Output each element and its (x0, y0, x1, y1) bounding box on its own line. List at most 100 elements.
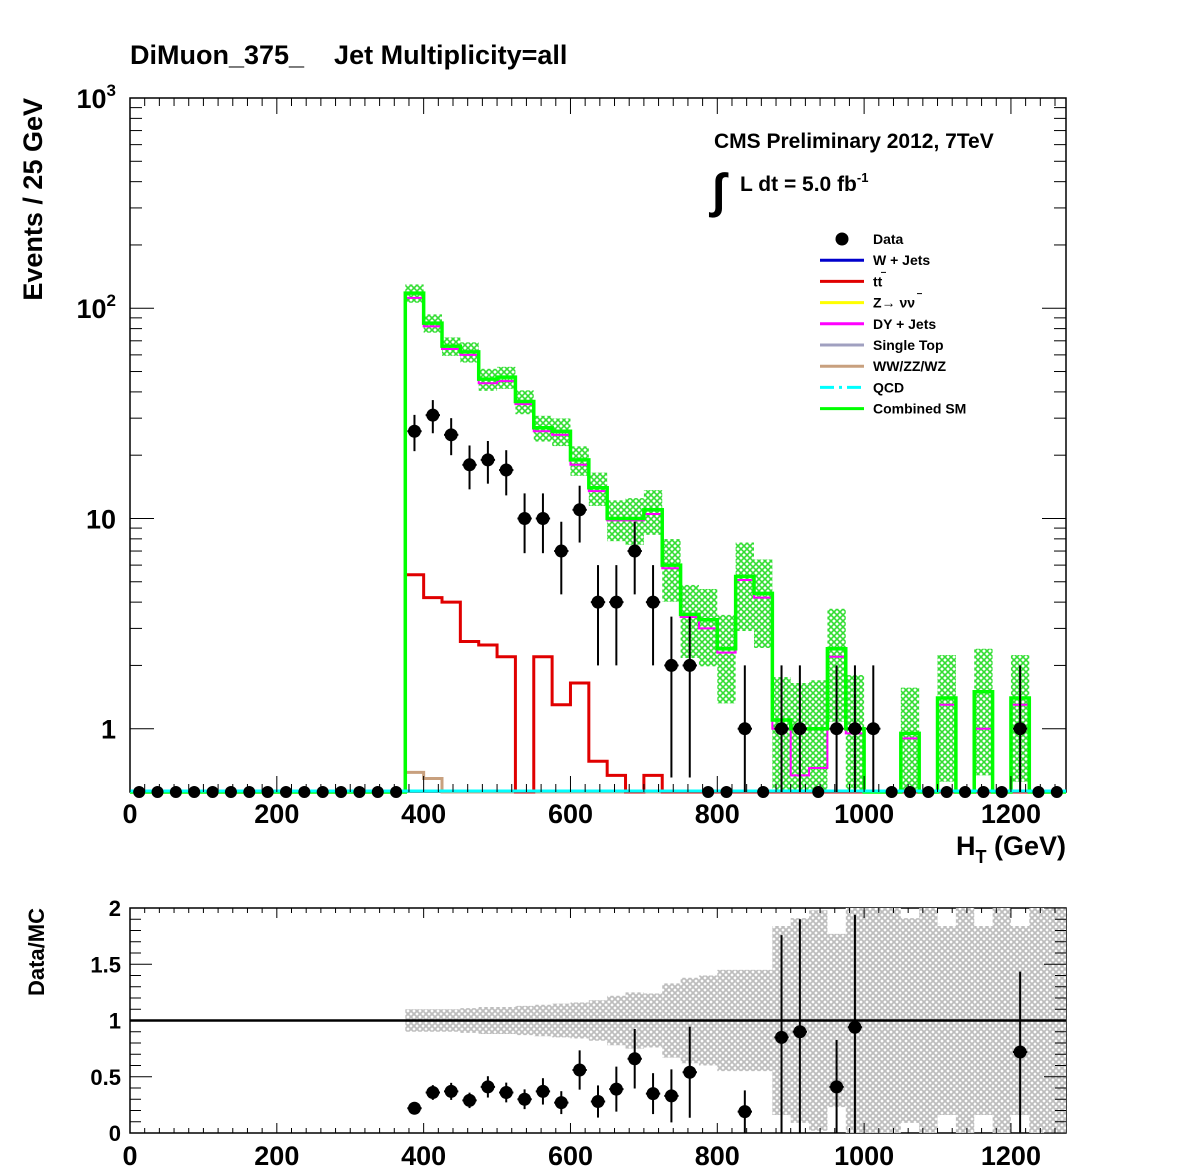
data-point (995, 786, 1008, 798)
sm-uncertainty-bin (735, 542, 754, 632)
legend-label: W + Jets (873, 252, 930, 268)
data-point (261, 786, 274, 798)
data-point (922, 786, 935, 798)
ratio-point (463, 1093, 477, 1107)
ratio-point (444, 1084, 458, 1098)
sm-uncertainty-bin (827, 608, 846, 722)
integral-sign: ∫ (708, 165, 729, 218)
data-point (371, 786, 384, 798)
legend-label: Single Top (873, 337, 944, 353)
ratio-point (628, 1052, 642, 1066)
data-point (885, 786, 898, 798)
legend-label: WW/ZZ/WZ (873, 358, 947, 374)
data-point (390, 786, 403, 798)
data-point (151, 786, 164, 798)
data-point (959, 786, 972, 798)
ratio-point (554, 1096, 568, 1110)
ratio-point (1013, 1045, 1027, 1059)
data-point (481, 453, 495, 467)
data-point (646, 595, 660, 609)
ratio-y-tick-label: 0 (109, 1121, 121, 1146)
data-point (720, 786, 733, 798)
data-point (757, 786, 770, 798)
ratio-point (793, 1025, 807, 1039)
legend-label: QCD (873, 379, 904, 395)
data-point (407, 424, 421, 438)
data-point (536, 511, 550, 525)
sm-uncertainty-bin (974, 648, 993, 776)
sm-uncertainty-bin (937, 655, 956, 782)
x-tick-label: 400 (401, 799, 446, 829)
data-point (298, 786, 311, 798)
ratio-point (573, 1063, 587, 1077)
legend: Data W + Jets tt Z→ νν DY + Jets Single Top WW… (820, 231, 966, 417)
y-axis-label: Events / 25 GeV (18, 98, 48, 301)
ratio-y-tick-label: 2 (109, 896, 121, 921)
ratio-point (481, 1080, 495, 1094)
data-point (977, 786, 990, 798)
data-point (499, 463, 513, 477)
x-tick-label: 800 (695, 799, 740, 829)
y-tick-label: 10 (86, 504, 116, 534)
data-point (188, 786, 201, 798)
legend-label: tt (873, 273, 883, 289)
data-point (830, 722, 844, 736)
x-tick-label: 1000 (834, 799, 894, 829)
ratio-point (499, 1086, 513, 1099)
data-point (1013, 722, 1027, 736)
data-point (224, 786, 237, 798)
chart-title: DiMuon_375_ Jet Multiplicity=all (130, 40, 567, 70)
ratio-point (848, 1020, 862, 1034)
data-point (316, 786, 329, 798)
main-plot-frame (129, 97, 1067, 793)
data-point (664, 658, 678, 672)
sm-uncertainty-bin (643, 490, 663, 535)
x-tick-label: 0 (122, 799, 137, 829)
data-point (866, 722, 880, 736)
ratio-x-tick-label: 1200 (981, 1141, 1041, 1171)
ratio-x-tick-label: 200 (254, 1141, 299, 1171)
x-tick-label: 200 (254, 799, 299, 829)
data-point (683, 658, 697, 672)
ratio-x-tick-label: 1000 (834, 1141, 894, 1171)
data-point (904, 786, 916, 798)
data-point (573, 503, 587, 517)
ratio-y-tick-label: 0.5 (90, 1065, 121, 1090)
data-point (426, 408, 440, 422)
ratio-point (738, 1105, 752, 1119)
sm-uncertainty-bin (900, 687, 920, 792)
data-point (335, 786, 348, 798)
ratio-point (518, 1092, 532, 1106)
ratio-point (426, 1086, 440, 1099)
sm-uncertainty-bin (717, 614, 736, 704)
ratio-plot-area: 0 200 400 600 800 1000 1200 0 0.5 1 1.5 2 (90, 896, 1066, 1171)
ratio-x-tick-label: 0 (122, 1141, 137, 1171)
sm-uncertainty-bin (809, 680, 828, 792)
ratio-point (609, 1082, 623, 1096)
y-tick-label: 102 (76, 291, 116, 324)
legend-label: Combined SM (873, 401, 966, 417)
cms-label: CMS Preliminary 2012, 7TeV (714, 130, 994, 153)
ratio-x-tick-label: 600 (548, 1141, 593, 1171)
ratio-point (407, 1101, 421, 1115)
data-point (775, 722, 789, 736)
data-point (206, 786, 219, 798)
y-tick-label: 103 (76, 81, 116, 114)
data-point (591, 595, 605, 609)
data-point (702, 786, 715, 798)
lumi-label: L dt = 5.0 fb-1 (740, 170, 868, 196)
legend-label: DY + Jets (873, 316, 936, 332)
data-point (463, 458, 477, 472)
x-tick-label: 1200 (981, 799, 1041, 829)
ratio-point (591, 1095, 605, 1108)
ratio-point (664, 1089, 678, 1103)
sm-uncertainty-bin (662, 539, 681, 602)
data-point (1050, 786, 1063, 798)
data-point (444, 428, 458, 442)
ratio-point (646, 1087, 660, 1101)
legend-marker-data (835, 232, 849, 246)
data-point (353, 786, 366, 798)
data-point (738, 722, 752, 736)
ratio-point (830, 1080, 844, 1094)
